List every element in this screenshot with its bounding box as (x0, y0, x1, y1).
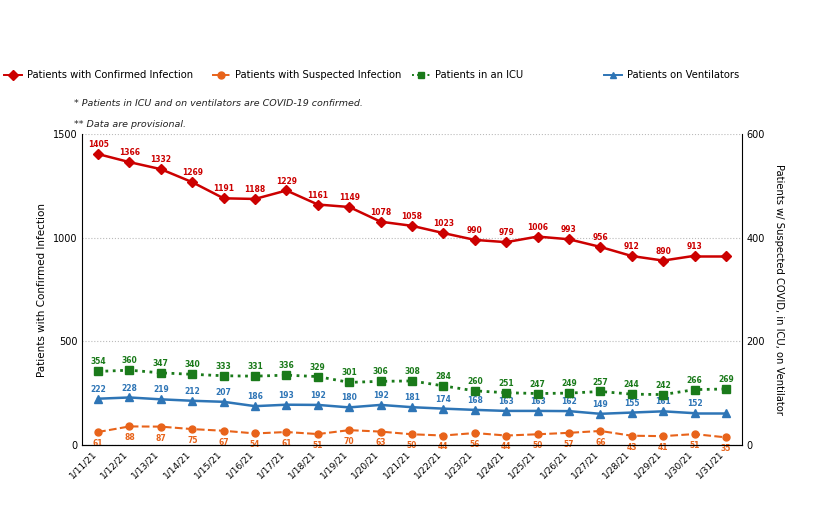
Text: Patients on Ventilators: Patients on Ventilators (626, 70, 739, 80)
Text: 244: 244 (624, 380, 639, 389)
Text: 1229: 1229 (276, 176, 297, 186)
Text: 44: 44 (438, 443, 448, 451)
Text: 174: 174 (435, 394, 452, 404)
Text: 993: 993 (561, 225, 577, 234)
Text: 56: 56 (470, 440, 480, 449)
Text: 1023: 1023 (433, 219, 454, 228)
Text: 1058: 1058 (401, 212, 423, 221)
Text: ** Data are provisional.: ** Data are provisional. (74, 119, 186, 129)
Text: 913: 913 (686, 242, 702, 251)
Text: 186: 186 (247, 392, 263, 401)
Text: 87: 87 (156, 434, 166, 443)
Text: 1149: 1149 (339, 193, 360, 202)
Text: 67: 67 (218, 438, 229, 447)
Text: 54: 54 (250, 440, 260, 449)
Text: 266: 266 (686, 376, 702, 385)
Text: 70: 70 (344, 437, 354, 446)
Text: 66: 66 (595, 438, 606, 447)
Text: * Patients in ICU and on ventilators are COVID-19 confirmed.: * Patients in ICU and on ventilators are… (74, 99, 363, 108)
Text: 1161: 1161 (307, 191, 328, 200)
Text: Patients in an ICU: Patients in an ICU (435, 70, 523, 80)
Text: 168: 168 (467, 396, 483, 405)
Text: 57: 57 (564, 440, 574, 449)
Text: 247: 247 (530, 379, 545, 389)
Text: 251: 251 (499, 379, 514, 388)
Text: 50: 50 (532, 441, 543, 450)
Text: 41: 41 (658, 443, 668, 452)
Y-axis label: Patients with Confirmed Infection: Patients with Confirmed Infection (37, 203, 47, 376)
Text: 347: 347 (153, 359, 169, 368)
Text: 181: 181 (404, 393, 420, 402)
Text: 1191: 1191 (213, 185, 234, 193)
Text: 88: 88 (124, 433, 135, 443)
Text: 161: 161 (655, 398, 671, 406)
Text: 207: 207 (216, 388, 232, 397)
Text: COVID-19 Hospitalizations Reported by MS Hospitals, 1/11/21-1/31/21 *,**: COVID-19 Hospitalizations Reported by MS… (14, 23, 583, 37)
Text: 50: 50 (407, 441, 417, 450)
Text: 162: 162 (561, 397, 577, 406)
Text: 1006: 1006 (527, 223, 548, 232)
Text: 44: 44 (501, 443, 512, 451)
Text: 890: 890 (655, 247, 671, 255)
Text: 269: 269 (718, 375, 734, 384)
Text: 228: 228 (122, 384, 138, 392)
Text: 1405: 1405 (87, 140, 109, 149)
Text: 192: 192 (310, 391, 325, 400)
Text: 75: 75 (187, 436, 198, 445)
Text: 336: 336 (279, 361, 294, 370)
Text: 308: 308 (404, 367, 420, 376)
Text: 284: 284 (435, 372, 452, 381)
Text: 249: 249 (561, 379, 577, 388)
Text: 333: 333 (216, 362, 232, 371)
Text: 979: 979 (499, 228, 514, 237)
Text: 63: 63 (376, 438, 386, 448)
Text: 192: 192 (372, 391, 388, 400)
Text: 51: 51 (690, 441, 700, 450)
Text: 1269: 1269 (182, 168, 203, 177)
Text: 180: 180 (341, 393, 357, 402)
Text: 155: 155 (624, 399, 639, 407)
Text: 260: 260 (467, 377, 483, 386)
Text: 219: 219 (153, 385, 169, 394)
Text: 51: 51 (312, 441, 323, 450)
Text: 257: 257 (592, 377, 608, 387)
Text: 1366: 1366 (119, 148, 140, 157)
Text: 1332: 1332 (150, 155, 171, 164)
Text: 329: 329 (310, 362, 325, 372)
Text: 956: 956 (592, 233, 608, 242)
Text: 43: 43 (626, 443, 637, 452)
Text: 212: 212 (185, 387, 200, 396)
Text: 152: 152 (686, 399, 702, 408)
Text: 163: 163 (499, 397, 514, 406)
Text: 61: 61 (93, 439, 103, 448)
Text: Patients with Confirmed Infection: Patients with Confirmed Infection (27, 70, 193, 80)
Text: 331: 331 (247, 362, 263, 371)
Text: Patients with Suspected Infection: Patients with Suspected Infection (235, 70, 401, 80)
Text: 340: 340 (185, 360, 200, 369)
Text: 1078: 1078 (370, 208, 391, 217)
Text: 193: 193 (279, 391, 294, 400)
Text: 61: 61 (281, 439, 292, 448)
Text: 306: 306 (372, 368, 388, 376)
Text: 242: 242 (655, 381, 671, 390)
Text: 990: 990 (467, 226, 483, 235)
Text: 1188: 1188 (245, 185, 265, 194)
Text: 354: 354 (91, 357, 106, 367)
Text: 360: 360 (122, 356, 138, 365)
Text: 912: 912 (624, 242, 639, 251)
Text: 35: 35 (721, 444, 731, 453)
Text: 222: 222 (90, 385, 106, 394)
Text: 163: 163 (530, 397, 545, 406)
Y-axis label: Patients w/ Suspected COVID, in ICU, on Ventilator: Patients w/ Suspected COVID, in ICU, on … (775, 164, 784, 415)
Text: 301: 301 (341, 369, 357, 377)
Text: 149: 149 (592, 400, 608, 409)
